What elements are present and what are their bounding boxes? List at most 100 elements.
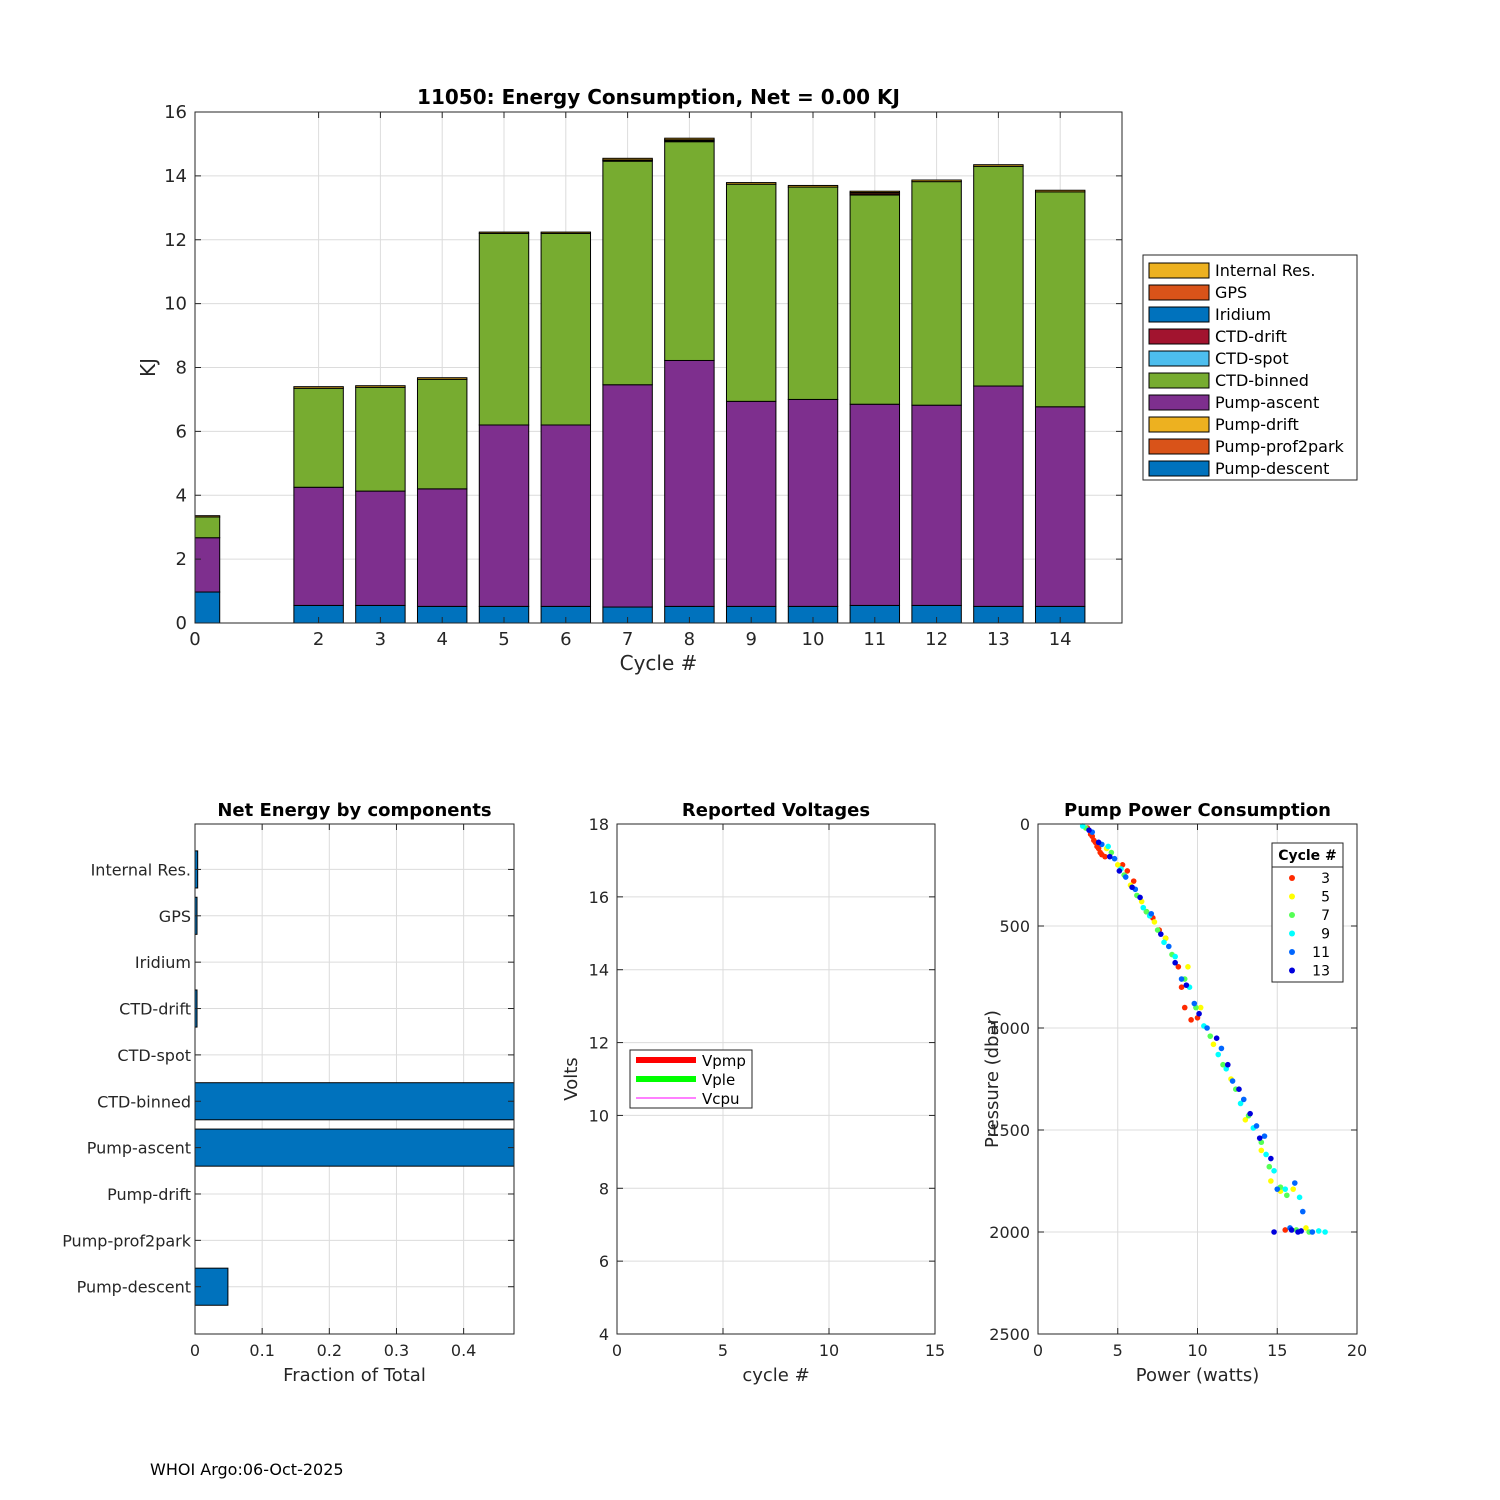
pump-title: Pump Power Consumption bbox=[1064, 800, 1331, 821]
pump-point-cycle-9 bbox=[1172, 953, 1178, 960]
energy-bar-ctd-binned-cycle-10 bbox=[787, 186, 839, 400]
pump-point-cycle-11 bbox=[1165, 943, 1172, 950]
energy-bar-ctd-binned-cycle-3 bbox=[355, 386, 406, 492]
energy-bar-ctd-binned-cycle-8 bbox=[664, 141, 715, 361]
pump-point-cycle-13 bbox=[1129, 884, 1135, 891]
pump-legend-marker bbox=[1289, 949, 1295, 955]
pump-point-cycle-5 bbox=[1268, 1178, 1274, 1184]
pump-point-cycle-13 bbox=[1196, 1010, 1202, 1017]
pump-xtick-label: 0 bbox=[1033, 1341, 1043, 1360]
energy-legend-swatch bbox=[1148, 416, 1210, 433]
pump-xtick-label: 15 bbox=[1267, 1341, 1287, 1360]
pump-point-cycle-5 bbox=[1242, 1117, 1249, 1123]
energy-legend-label: Pump-ascent bbox=[1215, 393, 1319, 412]
net-category-label: CTD-spot bbox=[117, 1046, 191, 1065]
energy-bar-internal-res--cycle-3 bbox=[355, 385, 406, 388]
energy-bar-pump-ascent-cycle-4 bbox=[416, 488, 468, 607]
energy-bar-internal-res--cycle-8 bbox=[664, 137, 715, 141]
energy-bar-pump-ascent-cycle-0 bbox=[194, 537, 221, 593]
pump-xtick-label: 10 bbox=[1187, 1341, 1207, 1360]
energy-legend-label: Pump-descent bbox=[1215, 459, 1329, 478]
volt-legend-label: Vple bbox=[702, 1071, 735, 1089]
net-category-label: CTD-binned bbox=[97, 1092, 191, 1111]
energy-ytick-label: 4 bbox=[176, 485, 187, 506]
pump-legend-marker bbox=[1289, 930, 1295, 937]
pump-point-cycle-9 bbox=[1322, 1229, 1328, 1235]
pump-point-cycle-11 bbox=[1111, 855, 1118, 862]
pump-legend-marker bbox=[1289, 967, 1295, 974]
energy-bar-pump-ascent-cycle-5 bbox=[478, 424, 530, 607]
pump-point-cycle-13 bbox=[1268, 1155, 1274, 1162]
energy-bar-ctd-binned-cycle-5 bbox=[478, 232, 530, 426]
volt-ytick-label: 16 bbox=[589, 888, 609, 907]
energy-xtick-label: 4 bbox=[436, 629, 447, 650]
pump-xlabel: Power (watts) bbox=[1136, 1365, 1259, 1386]
pump-point-cycle-9 bbox=[1263, 1151, 1269, 1158]
pump-ylabel: Pressure (dbar) bbox=[982, 1010, 1003, 1148]
pump-point-cycle-11 bbox=[1204, 1025, 1210, 1031]
energy-bar-ctd-binned-cycle-11 bbox=[849, 194, 901, 405]
pump-point-cycle-5 bbox=[1258, 1147, 1265, 1154]
pump-point-cycle-13 bbox=[1271, 1229, 1277, 1235]
energy-xtick-label: 11 bbox=[863, 629, 886, 650]
energy-bar-pump-descent-cycle-0 bbox=[194, 591, 221, 624]
energy-bar-pump-ascent-cycle-2 bbox=[293, 486, 344, 606]
energy-bar-pump-ascent-cycle-14 bbox=[1034, 406, 1086, 607]
net-category-label: Iridium bbox=[135, 953, 191, 972]
energy-legend-swatch bbox=[1148, 372, 1210, 389]
energy-bar-pump-ascent-cycle-7 bbox=[602, 384, 653, 608]
energy-bar-ctd-binned-cycle-7 bbox=[602, 160, 653, 386]
pump-point-cycle-9 bbox=[1079, 823, 1086, 829]
pump-point-cycle-7 bbox=[1143, 908, 1150, 915]
energy-bar-ctd-binned-cycle-6 bbox=[540, 232, 592, 426]
pump-point-cycle-11 bbox=[1148, 910, 1155, 917]
energy-legend-label: CTD-binned bbox=[1215, 371, 1309, 390]
volt-ytick-label: 14 bbox=[589, 961, 609, 980]
energy-xtick-label: 8 bbox=[684, 629, 695, 650]
energy-bar-internal-res--cycle-7 bbox=[602, 157, 653, 161]
net-xtick-label: 0 bbox=[190, 1341, 200, 1360]
energy-bar-ctd-binned-cycle-9 bbox=[725, 183, 777, 402]
pump-point-cycle-9 bbox=[1161, 939, 1167, 946]
energy-bar-internal-res--cycle-10 bbox=[787, 184, 839, 188]
pump-ytick-label: 500 bbox=[999, 917, 1030, 936]
volt-xlabel: cycle # bbox=[742, 1365, 809, 1386]
pump-point-cycle-3 bbox=[1188, 1017, 1194, 1023]
net-category-label: Pump-descent bbox=[77, 1278, 191, 1297]
pump-point-cycle-3 bbox=[1089, 833, 1096, 840]
net-xtick-label: 0.3 bbox=[384, 1341, 409, 1360]
pump-point-cycle-13 bbox=[1086, 827, 1092, 833]
energy-legend-label: CTD-spot bbox=[1215, 349, 1289, 368]
energy-bar-pump-ascent-cycle-6 bbox=[540, 424, 592, 607]
net-xlabel: Fraction of Total bbox=[283, 1365, 426, 1386]
pump-point-cycle-3 bbox=[1124, 868, 1131, 874]
energy-xtick-label: 3 bbox=[375, 629, 386, 650]
pump-ytick-label: 1000 bbox=[989, 1019, 1030, 1038]
energy-bar-ctd-binned-cycle-4 bbox=[416, 378, 468, 490]
energy-bar-pump-ascent-cycle-9 bbox=[725, 400, 777, 607]
net-xtick-label: 0.1 bbox=[249, 1341, 274, 1360]
energy-legend-swatch bbox=[1148, 306, 1210, 323]
energy-legend-swatch bbox=[1148, 460, 1210, 477]
pump-point-cycle-11 bbox=[1253, 1123, 1260, 1129]
footer-date: WHOI Argo:06-Oct-2025 bbox=[150, 1460, 344, 1479]
energy-bar-pump-ascent-cycle-11 bbox=[849, 403, 901, 606]
pump-point-cycle-9 bbox=[1140, 904, 1147, 911]
pump-legend-marker bbox=[1289, 875, 1295, 881]
net-title: Net Energy by components bbox=[217, 800, 491, 821]
energy-xtick-label: 14 bbox=[1049, 629, 1072, 650]
pump-point-cycle-5 bbox=[1290, 1186, 1296, 1192]
pump-point-cycle-5 bbox=[1185, 964, 1191, 970]
net-frame bbox=[194, 823, 515, 1335]
volt-title: Reported Voltages bbox=[682, 800, 870, 821]
energy-xtick-label: 7 bbox=[622, 629, 633, 650]
pump-ytick-label: 1500 bbox=[989, 1121, 1030, 1140]
energy-xtick-label: 2 bbox=[313, 629, 324, 650]
net-xtick-label: 0.2 bbox=[317, 1341, 342, 1360]
pump-point-cycle-13 bbox=[1247, 1110, 1253, 1117]
volt-ylabel: Volts bbox=[561, 1057, 582, 1100]
energy-bar-internal-res--cycle-14 bbox=[1034, 189, 1086, 193]
volt-ytick-label: 4 bbox=[599, 1325, 609, 1344]
pump-legend-label: 9 bbox=[1321, 927, 1330, 943]
